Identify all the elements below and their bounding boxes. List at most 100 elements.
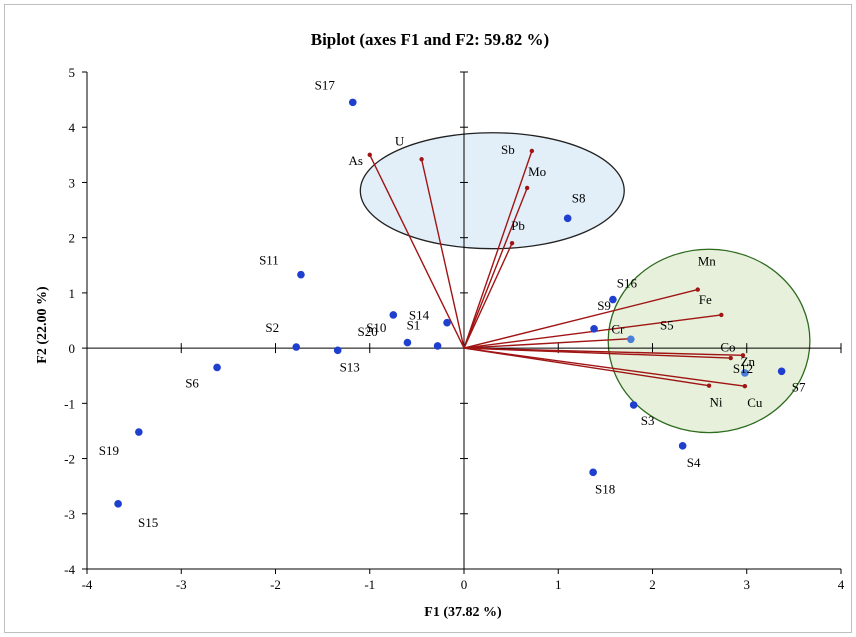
point-s16: [609, 295, 617, 304]
axes: -4 -3 -2 -1 0 1 2 3 4 -4 -3 -2 -1 0 1 2 3 4 5: [64, 65, 845, 592]
x-tick-label: 4: [838, 577, 845, 592]
point-label-s12: S12: [733, 361, 753, 376]
vector-tip-co: [740, 353, 746, 358]
x-tick-label: -1: [364, 577, 375, 592]
variable-label-mn: Mn: [698, 254, 717, 269]
vector-as: [369, 154, 465, 349]
vector-tip-cu: [742, 384, 748, 389]
point-label-s19: S19: [99, 443, 119, 458]
vector-tip-pb: [509, 240, 515, 246]
x-tick-label: -3: [176, 577, 187, 592]
y-axis-title: F2 (22.00 %): [35, 286, 50, 364]
vector-tip-sb: [529, 148, 535, 154]
point-s19: [135, 428, 143, 436]
point-s7: [777, 367, 786, 376]
biplot-svg: Biplot (axes F1 and F2: 59.82 %) F1 (37.…: [35, 30, 845, 620]
x-tick-label: 3: [744, 577, 751, 592]
y-tick-label: 5: [69, 65, 76, 80]
point-s15: [114, 500, 122, 508]
y-tick-label: 0: [69, 341, 76, 356]
y-tick-label: -1: [64, 396, 75, 411]
point-label-s16: S16: [617, 276, 638, 291]
point-s5: [627, 335, 635, 344]
point-s14: [443, 318, 451, 327]
point-label-s10: S10: [366, 320, 386, 335]
chart-title: Biplot (axes F1 and F2: 59.82 %): [311, 30, 549, 49]
point-s9: [590, 324, 598, 333]
chart-frame: Biplot (axes F1 and F2: 59.82 %) F1 (37.…: [4, 4, 852, 633]
observation-points: [114, 98, 786, 508]
vector-sb: [463, 150, 533, 349]
x-tick-label: -4: [82, 577, 93, 592]
vector-tip-mo: [524, 185, 530, 191]
point-s2: [292, 343, 301, 351]
point-s10: [389, 311, 398, 319]
point-label-s7: S7: [792, 379, 806, 394]
vector-mo: [463, 187, 528, 349]
variable-label-sb: Sb: [501, 142, 515, 157]
point-s17: [348, 98, 357, 107]
vector-cr: [463, 338, 631, 349]
point-label-s9: S9: [597, 298, 611, 313]
y-tick-label: -2: [64, 452, 75, 467]
x-tick-label: 2: [649, 577, 656, 592]
point-s3: [629, 401, 638, 409]
group-ellipse-2: [607, 248, 811, 434]
y-tick-label: 2: [69, 231, 76, 246]
x-axis-title: F1 (37.82 %): [424, 605, 502, 620]
x-tick-label: -2: [270, 577, 281, 592]
point-label-s13: S13: [340, 359, 360, 374]
point-label-s20: S20: [357, 324, 377, 339]
variable-label-pb: Pb: [511, 218, 525, 233]
point-s6: [213, 363, 221, 372]
vector-tip-u: [419, 157, 424, 162]
point-label-s5: S5: [660, 317, 674, 332]
variable-label-cu: Cu: [747, 395, 763, 410]
point-label-s8: S8: [572, 190, 586, 205]
variable-vectors: [367, 148, 748, 389]
point-label-s17: S17: [315, 77, 336, 92]
variable-label-co: Co: [720, 339, 735, 354]
point-s12: [741, 369, 749, 377]
point-s1: [403, 338, 412, 347]
variable-label-cr: Cr: [611, 322, 625, 337]
point-label-s1: S1: [407, 318, 421, 333]
vector-zn: [463, 347, 731, 359]
vector-mn: [463, 288, 698, 349]
point-label-s11: S11: [259, 253, 279, 268]
point-label-s14: S14: [409, 308, 430, 323]
point-s11: [297, 270, 305, 279]
group-ellipse-1: [359, 132, 625, 250]
point-label-s3: S3: [641, 413, 655, 428]
vector-tip-fe: [719, 312, 724, 318]
y-tick-label: -4: [64, 562, 75, 577]
point-s20: [433, 342, 442, 350]
variable-label-fe: Fe: [699, 292, 712, 307]
vector-u: [420, 159, 465, 349]
y-tick-label: 1: [69, 286, 76, 301]
x-tick-label: 1: [555, 577, 562, 592]
variable-label-ni: Ni: [710, 395, 723, 410]
y-tick-label: 3: [69, 175, 76, 190]
point-label-s4: S4: [687, 455, 701, 470]
x-tick-label: 0: [461, 577, 468, 592]
vector-tip-mn: [695, 287, 700, 292]
vector-cu: [463, 347, 745, 387]
group-regions: [359, 132, 811, 434]
variable-label-u: U: [395, 133, 405, 148]
variable-label-zn: Zn: [741, 354, 756, 369]
point-s13: [333, 346, 342, 355]
point-labels: As U Sb Mo Pb Mn Fe Cr Co Zn Ni Cu S1 S2 S3 S4 S5 S6 S7 S8 S…: [99, 77, 806, 529]
point-label-s15: S15: [138, 515, 158, 530]
point-label-s6: S6: [185, 375, 199, 390]
variable-label-as: As: [349, 153, 363, 168]
vector-tip-zn: [728, 355, 733, 361]
point-s18: [589, 468, 597, 477]
point-label-s18: S18: [595, 481, 615, 496]
vector-pb: [463, 242, 513, 349]
point-label-s2: S2: [265, 320, 279, 335]
point-s8: [563, 214, 572, 223]
vector-tip-ni: [706, 383, 712, 388]
y-tick-label: 4: [69, 120, 76, 135]
vector-ni: [463, 347, 710, 387]
